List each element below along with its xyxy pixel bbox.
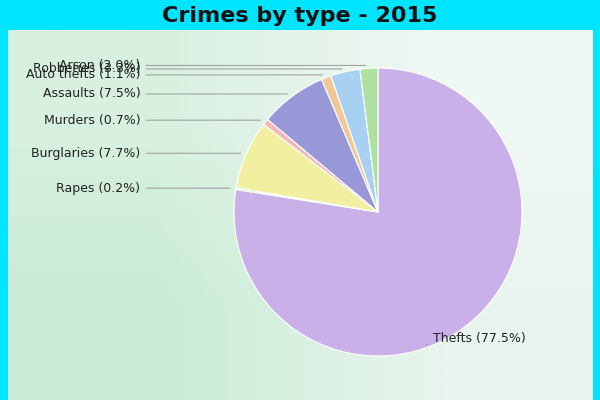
- Text: City-Data.com: City-Data.com: [448, 66, 536, 78]
- Text: Crimes by type - 2015: Crimes by type - 2015: [163, 6, 437, 26]
- Wedge shape: [236, 124, 378, 212]
- Text: Burglaries (7.7%): Burglaries (7.7%): [31, 147, 241, 160]
- Text: Assaults (7.5%): Assaults (7.5%): [43, 88, 288, 100]
- Wedge shape: [236, 188, 378, 212]
- Wedge shape: [360, 68, 378, 212]
- Text: Murders (0.7%): Murders (0.7%): [44, 114, 260, 127]
- Text: Arson (2.0%): Arson (2.0%): [59, 59, 366, 72]
- Text: Rapes (0.2%): Rapes (0.2%): [56, 182, 230, 195]
- Wedge shape: [331, 69, 378, 212]
- Wedge shape: [268, 80, 378, 212]
- Text: Robberies (3.3%): Robberies (3.3%): [32, 62, 342, 76]
- Wedge shape: [234, 68, 522, 356]
- Text: Auto thefts (1.1%): Auto thefts (1.1%): [26, 68, 322, 82]
- Text: Thefts (77.5%): Thefts (77.5%): [426, 332, 526, 345]
- Wedge shape: [263, 120, 378, 212]
- Wedge shape: [322, 76, 378, 212]
